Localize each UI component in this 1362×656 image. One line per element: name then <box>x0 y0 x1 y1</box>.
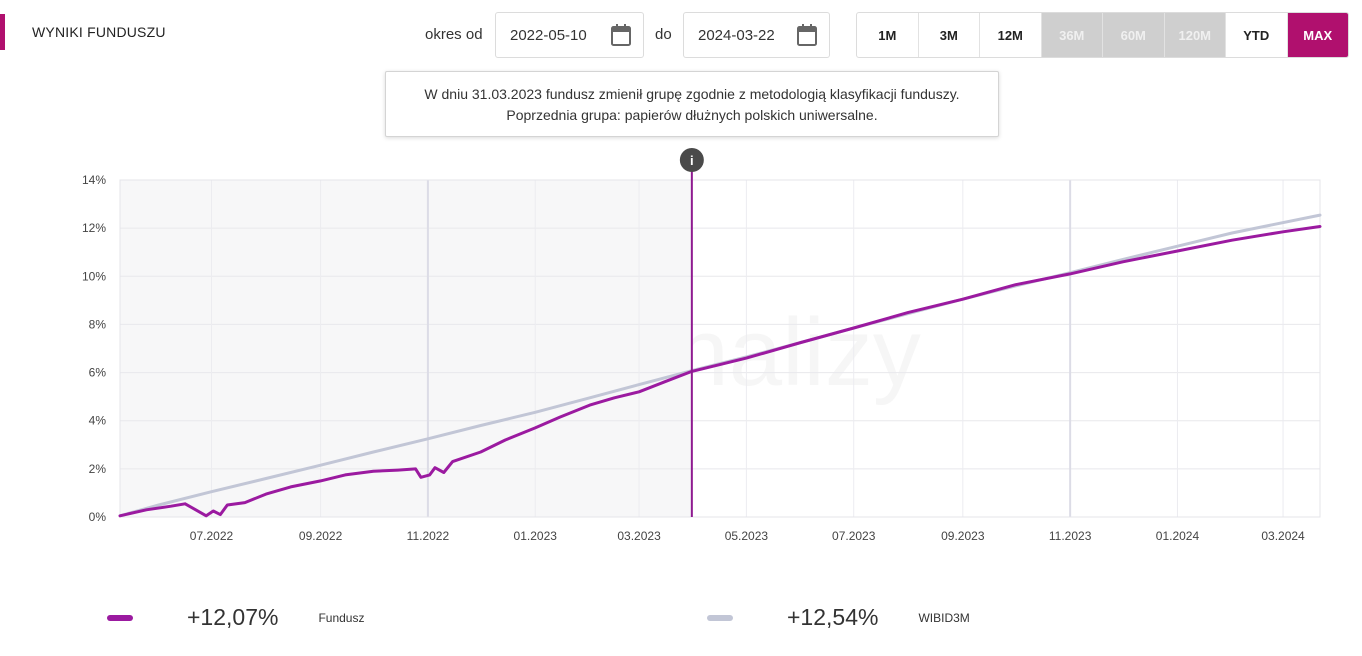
date-to-field[interactable]: 2024-03-22 <box>683 12 830 58</box>
calendar-icon[interactable] <box>611 24 631 46</box>
legend-value-fund: +12,07% <box>187 604 279 630</box>
shaded-period <box>120 180 692 517</box>
legend-name-fund: Fundusz <box>318 610 365 625</box>
date-to-value: 2024-03-22 <box>698 26 775 44</box>
range-button-120m: 120M <box>1164 13 1226 57</box>
tooltip-line-1: W dniu 31.03.2023 fundusz zmienił grupę … <box>424 86 960 102</box>
legend-swatch-fund <box>107 614 133 621</box>
legend-swatch-benchmark <box>707 614 733 621</box>
legend-item-fund[interactable]: +12,07% Fundusz <box>107 604 364 631</box>
group-change-tooltip: W dniu 31.03.2023 fundusz zmienił grupę … <box>385 71 999 137</box>
y-tick-label: 10% <box>82 269 106 283</box>
performance-chart: a analizy 07.202209.202211.202201.202303… <box>82 148 1322 543</box>
x-tick-label: 03.2023 <box>617 529 661 543</box>
period-to-label: do <box>655 26 672 43</box>
info-icon-glyph: i <box>690 153 694 168</box>
info-icon <box>679 148 704 172</box>
x-tick-label: 11.2022 <box>407 529 450 543</box>
x-tick-label: 01.2023 <box>514 529 558 543</box>
x-tick-label: 05.2023 <box>725 529 769 543</box>
range-button-max[interactable]: MAX <box>1287 13 1348 57</box>
x-tick-label: 11.2023 <box>1049 529 1092 543</box>
tooltip-line-2: Poprzednia grupa: papierów dłużnych pols… <box>506 107 878 123</box>
y-tick-label: 8% <box>89 317 107 331</box>
legend-item-benchmark[interactable]: +12,54% WIBID3M <box>707 604 970 631</box>
range-selector: 1M 3M 12M 36M 60M 120M YTD MAX <box>856 12 1349 58</box>
y-tick-label: 14% <box>82 173 106 187</box>
x-tick-label: 09.2022 <box>299 529 343 543</box>
x-tick-label: 07.2022 <box>190 529 234 543</box>
range-button-ytd[interactable]: YTD <box>1226 13 1288 57</box>
period-from-label: okres od <box>425 26 483 43</box>
x-tick-label: 03.2024 <box>1261 529 1305 543</box>
x-tick-label: 07.2023 <box>832 529 876 543</box>
plot-border <box>119 179 1321 518</box>
title-accent-bar <box>0 14 5 50</box>
range-button-1m[interactable]: 1M <box>857 13 919 57</box>
legend-name-benchmark: WIBID3M <box>918 610 970 625</box>
calendar-icon[interactable] <box>797 24 817 46</box>
series-line-fundusz <box>118 225 1322 518</box>
range-button-60m: 60M <box>1103 13 1165 57</box>
y-tick-label: 2% <box>89 462 107 476</box>
range-button-36m: 36M <box>1041 13 1103 57</box>
date-from-field[interactable]: 2022-05-10 <box>495 12 644 58</box>
y-tick-label: 6% <box>89 366 107 380</box>
y-tick-label: 0% <box>89 510 107 524</box>
section-title: WYNIKI FUNDUSZU <box>32 24 166 40</box>
y-tick-label: 12% <box>82 221 106 235</box>
date-from-value: 2022-05-10 <box>510 26 587 44</box>
range-button-3m[interactable]: 3M <box>919 13 980 57</box>
range-button-12m[interactable]: 12M <box>980 13 1042 57</box>
y-tick-label: 4% <box>89 414 107 428</box>
x-tick-label: 09.2023 <box>941 529 985 543</box>
legend-value-benchmark: +12,54% <box>787 604 879 630</box>
x-tick-label: 01.2024 <box>1156 529 1200 543</box>
